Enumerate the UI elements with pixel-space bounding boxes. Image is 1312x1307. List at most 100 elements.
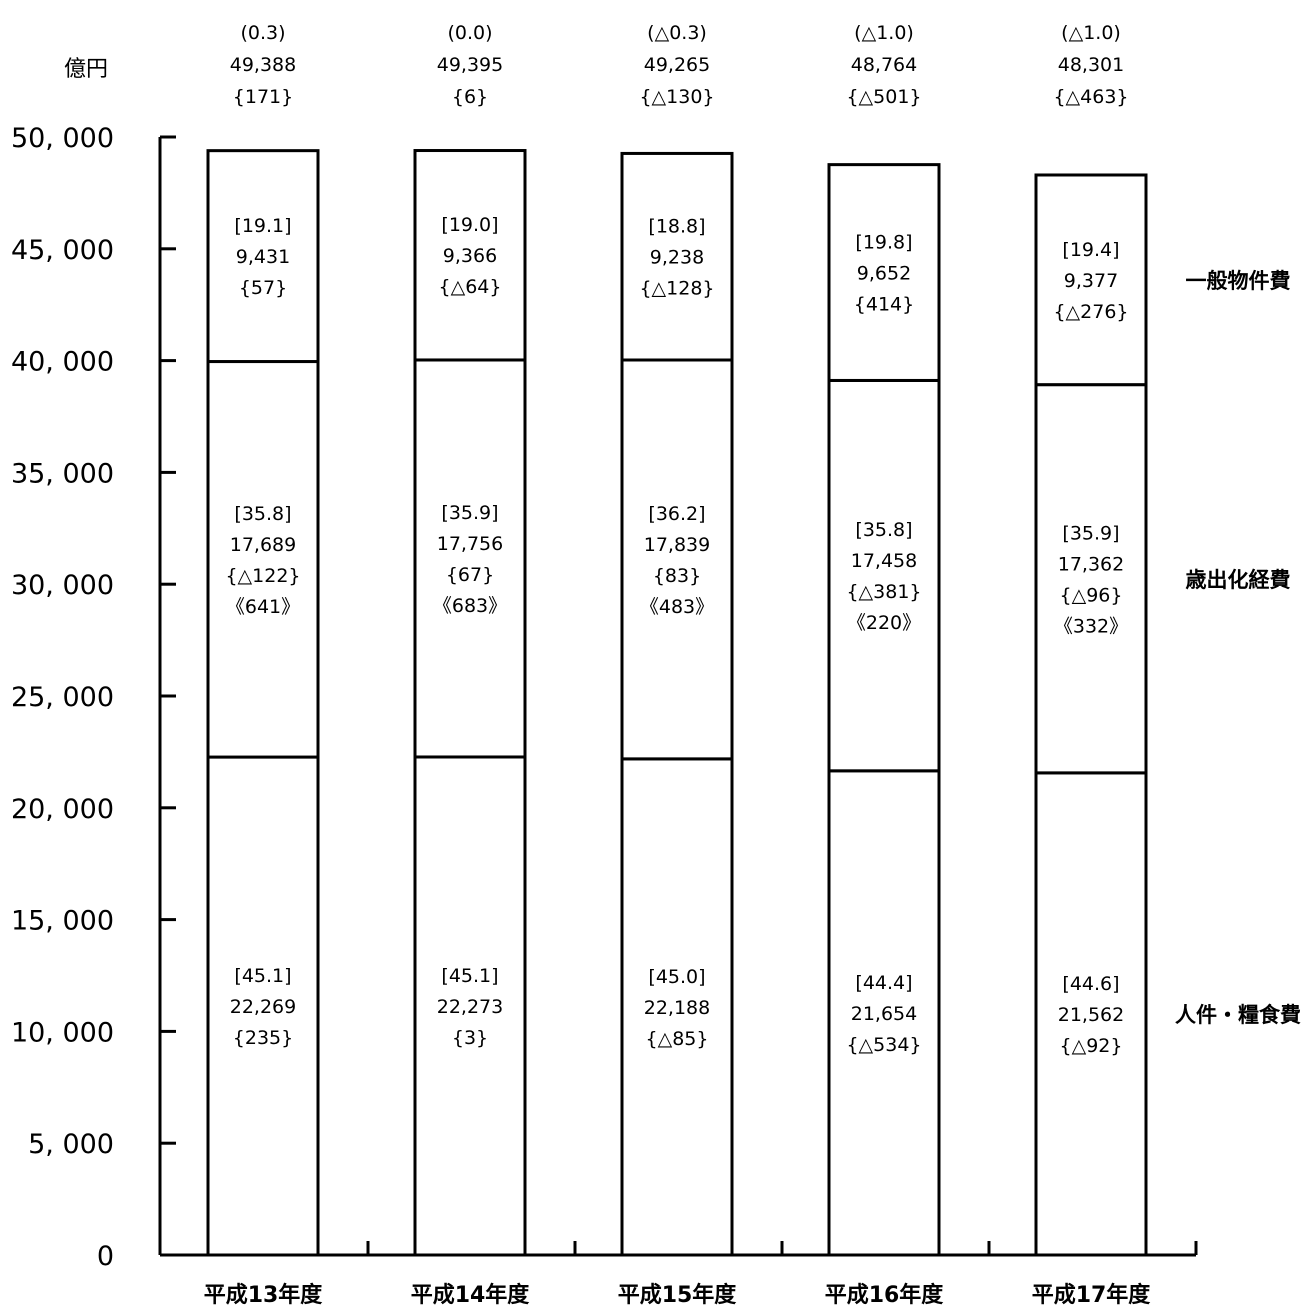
labels: [45.1] 22,269 {235} [35.8] 17,689 {△122} 《641》… — [225, 22, 1301, 1057]
axes: 0 5, 000 10, 000 15, 000 20, 000 25, 000 30, 0… — [11, 123, 1198, 1307]
y-axis-unit-label: 億円 — [64, 57, 108, 82]
bar-segment — [620, 757, 734, 1257]
segment-data-label: [45.1] — [234, 965, 291, 987]
y-tick-label: 50, 000 — [11, 123, 114, 154]
segment-data-label: [19.0] — [441, 214, 498, 236]
segment-data-label: 21,562 — [1058, 1004, 1124, 1026]
y-tick-label: 45, 000 — [11, 235, 114, 266]
segment-data-label: {△534} — [846, 1034, 921, 1056]
segment-data-label: {414} — [854, 294, 914, 316]
segment-data-label: [35.9] — [441, 502, 498, 524]
segment-data-label: {57} — [239, 277, 287, 299]
series-name-label: 一般物件費 — [1186, 269, 1291, 293]
x-tick-label: 平成16年度 — [825, 1282, 945, 1307]
segment-data-label: [45.0] — [648, 966, 705, 988]
bar-segment — [413, 358, 527, 759]
segment-data-label: 22,188 — [644, 997, 710, 1019]
y-tick-label: 15, 000 — [11, 906, 114, 937]
segment-data-label: {67} — [446, 564, 494, 586]
segment-data-label: {235} — [233, 1027, 293, 1049]
bar-segment — [620, 358, 734, 761]
segment-data-label: 21,654 — [851, 1003, 917, 1025]
bar-segment — [206, 149, 320, 364]
segment-data-label: {△122} — [225, 565, 300, 587]
bar-segment — [827, 769, 941, 1257]
segment-data-label: [35.8] — [234, 503, 291, 525]
total-data-label: 48,301 — [1058, 54, 1124, 76]
y-tick-label: 25, 000 — [11, 682, 114, 713]
y-tick-label: 5, 000 — [28, 1129, 114, 1160]
bar-segment — [1034, 173, 1148, 387]
y-tick-label: 35, 000 — [11, 458, 114, 489]
total-data-label: (△0.3) — [647, 22, 707, 44]
total-data-label: 48,764 — [851, 54, 917, 76]
segment-data-label: 17,458 — [851, 550, 917, 572]
bar-segment — [1034, 771, 1148, 1257]
segment-data-label: [45.1] — [441, 965, 498, 987]
segment-data-label: 17,362 — [1058, 553, 1124, 575]
segment-data-label: 17,689 — [230, 534, 296, 556]
series-name-label: 歳出化経費 — [1186, 568, 1291, 592]
segment-data-label: {△276} — [1053, 301, 1128, 323]
total-data-label: 49,388 — [230, 54, 296, 76]
bars — [206, 149, 1148, 1257]
y-tick-label: 40, 000 — [11, 347, 114, 378]
bar-segment — [827, 378, 941, 773]
segment-data-label: {△85} — [646, 1028, 709, 1050]
segment-data-label: [44.4] — [855, 972, 912, 994]
segment-data-label: {3} — [452, 1027, 488, 1049]
x-tick-label: 平成15年度 — [618, 1282, 738, 1307]
total-data-label: (△1.0) — [1061, 22, 1121, 44]
segment-data-label: {△96} — [1060, 584, 1123, 606]
segment-data-label: [35.8] — [855, 519, 912, 541]
bar-segment — [1034, 383, 1148, 775]
bar-segment — [827, 163, 941, 382]
x-tick-label: 平成17年度 — [1032, 1282, 1152, 1307]
segment-data-label: [19.4] — [1062, 239, 1119, 261]
segment-data-label: 《332》 — [1054, 615, 1128, 637]
total-data-label: (△1.0) — [854, 22, 914, 44]
segment-data-label: [19.8] — [855, 232, 912, 254]
segment-data-label: 17,756 — [437, 533, 503, 555]
segment-data-label: [18.8] — [648, 216, 705, 238]
segment-data-label: 《483》 — [640, 596, 714, 618]
total-data-label: 49,395 — [437, 54, 503, 76]
segment-data-label: 《683》 — [433, 595, 507, 617]
segment-data-label: [19.1] — [234, 215, 291, 237]
series-name-label: 人件・糧食費 — [1175, 1003, 1301, 1027]
bar-segment — [206, 360, 320, 759]
segment-data-label: {△92} — [1060, 1035, 1123, 1057]
total-data-label: {△501} — [846, 86, 921, 108]
y-tick-label: 20, 000 — [11, 794, 114, 825]
x-tick-label: 平成13年度 — [204, 1282, 324, 1307]
segment-data-label: {△64} — [439, 276, 502, 298]
y-tick-label: 0 — [97, 1241, 114, 1272]
total-data-label: (0.0) — [447, 22, 492, 44]
segment-data-label: {△128} — [639, 278, 714, 300]
segment-data-label: [44.6] — [1062, 973, 1119, 995]
segment-data-label: [36.2] — [648, 503, 705, 525]
x-tick-label: 平成14年度 — [411, 1282, 531, 1307]
segment-data-label: 《641》 — [226, 596, 300, 618]
total-data-label: 49,265 — [644, 54, 710, 76]
segment-data-label: [35.9] — [1062, 522, 1119, 544]
segment-data-label: 22,269 — [230, 996, 296, 1018]
segment-data-label: 9,377 — [1064, 270, 1118, 292]
total-data-label: {△463} — [1053, 86, 1128, 108]
y-tick-label: 10, 000 — [11, 1017, 114, 1048]
total-data-label: {6} — [452, 86, 488, 108]
segment-data-label: {△381} — [846, 581, 921, 603]
bar-segment — [413, 149, 527, 362]
segment-data-label: 9,652 — [857, 263, 911, 285]
total-data-label: {171} — [233, 86, 293, 108]
segment-data-label: 9,366 — [443, 245, 497, 267]
segment-data-label: {83} — [653, 565, 701, 587]
segment-data-label: 《220》 — [847, 612, 921, 634]
total-data-label: {△130} — [639, 86, 714, 108]
segment-data-label: 22,273 — [437, 996, 503, 1018]
segment-data-label: 17,839 — [644, 534, 710, 556]
segment-data-label: 9,238 — [650, 247, 704, 269]
y-tick-label: 30, 000 — [11, 570, 114, 601]
segment-data-label: 9,431 — [236, 246, 290, 268]
